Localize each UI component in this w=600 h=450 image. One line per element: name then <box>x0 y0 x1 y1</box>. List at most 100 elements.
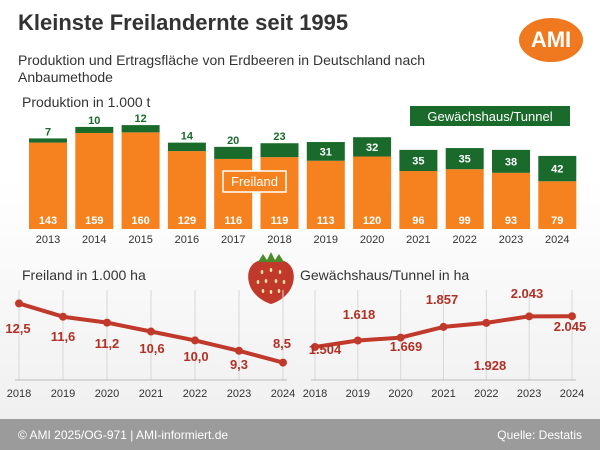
gewaechshaus-area-chart-data-point <box>396 333 405 342</box>
gewaechshaus-area-chart-data-label: 1.928 <box>474 358 507 373</box>
page-title: Kleinste Freilandernte seit 1995 <box>18 10 349 35</box>
bar-gewaechshaus-value: 20 <box>227 135 239 147</box>
gewaechshaus-area-chart-x-tick-label: 2021 <box>431 388 455 400</box>
legend-freiland-label: Freiland <box>231 174 278 189</box>
bar-x-tick-label: 2016 <box>175 234 199 246</box>
bar-x-tick-label: 2023 <box>499 234 523 246</box>
page-subtitle: Produktion und Ertragsfläche von Erdbeer… <box>18 52 426 85</box>
gewaechshaus-area-chart-data-label: 1.504 <box>309 342 342 357</box>
bar-gewaechshaus-value: 32 <box>366 142 378 154</box>
gewaechshaus-area-chart-data-point <box>311 343 319 352</box>
gewaechshaus-area-chart-data-point <box>353 336 362 345</box>
gewaechshaus-area-chart-data-label: 2.045 <box>554 319 587 334</box>
bar-x-tick-label: 2024 <box>545 234 569 246</box>
gewaechshaus-area-chart-data-point <box>525 312 534 321</box>
gewaechshaus-area-chart-title: Gewächshaus/Tunnel in ha <box>300 267 469 283</box>
strawberry-icon <box>248 260 294 304</box>
gewaechshaus-area-chart-x-tick-label: 2022 <box>474 388 498 400</box>
strawberry-seed <box>269 290 273 294</box>
gewaechshaus-area-chart-data-point <box>482 318 491 327</box>
footer-copyright: © AMI 2025/OG-971 | AMI-informiert.de <box>18 428 229 442</box>
bar-x-tick-label: 2021 <box>406 234 430 246</box>
bar-y-axis-label: Produktion in 1.000 t <box>22 94 151 110</box>
bar-freiland <box>399 171 438 229</box>
legend-gewaechshaus-label: Gewächshaus/Tunnel <box>427 109 552 124</box>
gewaechshaus-area-chart-x-tick-label: 2018 <box>303 388 327 400</box>
bar-gewaechshaus <box>399 149 438 172</box>
bar-gewaechshaus <box>445 148 484 170</box>
bar-freiland-value: 120 <box>363 215 381 227</box>
bar-x-tick-label: 2022 <box>452 234 476 246</box>
bar-x-tick-label: 2013 <box>36 234 60 246</box>
bar-freiland <box>260 157 299 229</box>
bar-gewaechshaus <box>538 155 577 182</box>
bar-gewaechshaus <box>260 143 299 158</box>
strawberry-seed <box>261 289 265 293</box>
bar-gewaechshaus-value: 23 <box>273 131 285 143</box>
bar-freiland-value: 143 <box>39 215 57 227</box>
freiland-area-chart-data-label: 11,2 <box>95 336 120 351</box>
freiland-area-chart-data-label: 11,6 <box>51 329 76 344</box>
freiland-area-chart-data-point <box>103 318 111 327</box>
bar-freiland-value: 116 <box>224 215 242 227</box>
strawberry-seed <box>260 270 264 274</box>
freiland-area-chart-x-tick-label: 2024 <box>271 388 295 400</box>
bar-x-tick-label: 2015 <box>128 234 152 246</box>
legend-freiland-box <box>222 170 287 193</box>
bar-freiland <box>29 142 67 229</box>
bar-x-tick-label: 2019 <box>314 234 338 246</box>
bar-gewaechshaus <box>353 137 392 157</box>
freiland-area-chart-data-point <box>191 336 199 345</box>
bar-freiland-value: 159 <box>85 215 103 227</box>
freiland-area-chart-data-point <box>15 299 23 308</box>
freiland-area-chart-x-tick-label: 2020 <box>95 388 119 400</box>
freiland-area-chart-data-point <box>279 358 287 367</box>
freiland-area-chart-data-point <box>147 327 155 336</box>
gewaechshaus-area-chart-x-tick-label: 2019 <box>346 388 370 400</box>
bar-freiland-value: 160 <box>131 215 149 227</box>
gewaechshaus-area-chart-x-tick-label: 2020 <box>388 388 412 400</box>
footer-bar: © AMI 2025/OG-971 | AMI-informiert.de Qu… <box>0 419 600 450</box>
bar-gewaechshaus <box>121 125 160 133</box>
bar-gewaechshaus-value: 35 <box>412 155 424 167</box>
bar-freiland-value: 93 <box>505 215 517 227</box>
bar-gewaechshaus-value: 12 <box>134 113 146 125</box>
freiland-area-chart-x-tick-label: 2018 <box>7 388 31 400</box>
ami-logo: AMI <box>519 18 583 62</box>
freiland-area-chart-data-point <box>59 312 67 321</box>
strawberry-seed <box>274 279 278 283</box>
freiland-area-chart-x-tick-label: 2022 <box>183 388 207 400</box>
legend-gewaechshaus-box <box>410 106 570 126</box>
bar-gewaechshaus <box>306 142 345 161</box>
bar-freiland-value: 79 <box>551 215 563 227</box>
freiland-area-chart-data-point <box>235 346 243 355</box>
bar-x-tick-label: 2017 <box>221 234 245 246</box>
bar-freiland <box>121 132 160 229</box>
bar-gewaechshaus <box>75 126 114 133</box>
freiland-area-chart-x-tick-label: 2019 <box>51 388 75 400</box>
freiland-area-chart-x-tick-label: 2023 <box>227 388 251 400</box>
bar-freiland-value: 99 <box>459 215 471 227</box>
gewaechshaus-area-chart-data-label: 1.857 <box>426 292 459 307</box>
strawberry-seed <box>282 280 286 284</box>
bar-gewaechshaus-value: 14 <box>181 131 194 143</box>
strawberry-seed <box>277 289 281 293</box>
bar-freiland <box>445 169 484 229</box>
bar-freiland <box>75 132 114 229</box>
bar-freiland-value: 113 <box>317 215 335 227</box>
bar-freiland <box>538 181 577 229</box>
bar-freiland <box>306 160 345 229</box>
footer-source: Quelle: Destatis <box>497 428 582 442</box>
bar-freiland-value: 119 <box>271 215 289 227</box>
bar-freiland <box>167 151 206 229</box>
bar-freiland <box>353 156 392 229</box>
bar-gewaechshaus <box>167 142 206 152</box>
bar-freiland-value: 129 <box>178 215 196 227</box>
bar-gewaechshaus-value: 10 <box>88 115 100 127</box>
bar-gewaechshaus <box>214 146 253 159</box>
gewaechshaus-area-chart-data-label: 1.669 <box>390 339 423 354</box>
freiland-area-chart-data-label: 9,3 <box>230 357 248 372</box>
bar-gewaechshaus-value: 42 <box>551 164 563 176</box>
